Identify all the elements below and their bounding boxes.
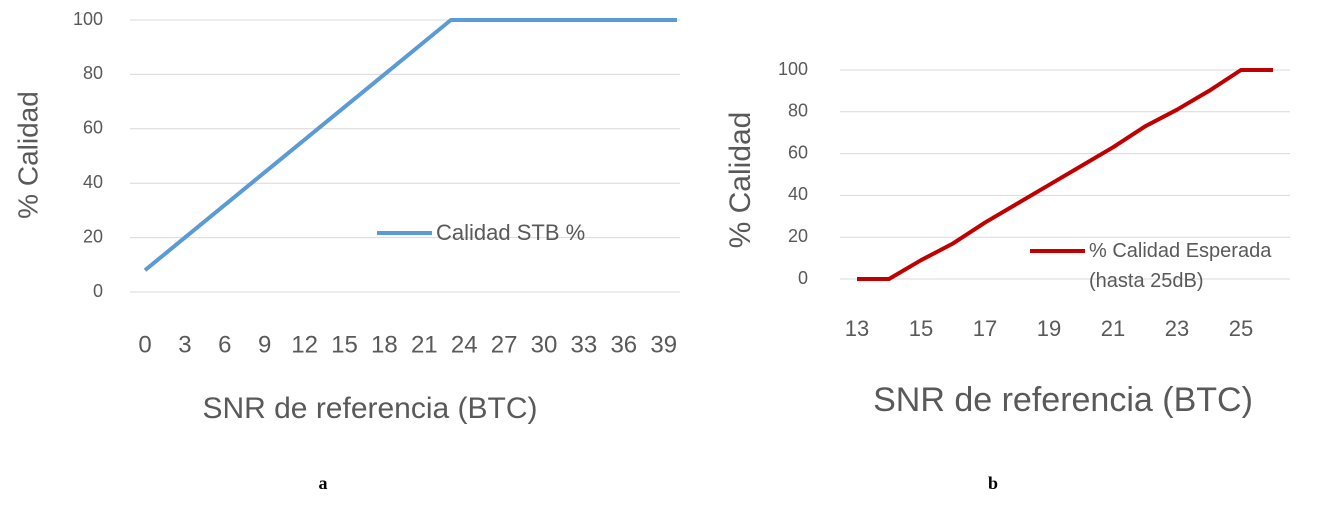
y-tick-label: 60 <box>788 142 808 162</box>
x-tick-label: 39 <box>650 331 677 358</box>
x-tick-label: 23 <box>1165 316 1189 341</box>
x-tick-label: 18 <box>371 331 398 358</box>
data-line <box>143 18 677 272</box>
legend-label: Calidad STB % <box>436 220 586 245</box>
x-tick-label: 30 <box>531 331 558 358</box>
legend-label: % Calidad Esperada (hasta 25dB) <box>1089 240 1272 292</box>
x-tick-label: 12 <box>291 331 318 358</box>
y-tick-label: 60 <box>83 118 103 138</box>
x-tick-label: 21 <box>1101 316 1125 341</box>
data-line <box>857 68 1273 281</box>
x-tick-label: 9 <box>258 331 271 358</box>
caption: b <box>988 473 998 493</box>
x-tick-label: 15 <box>331 331 358 358</box>
x-tick-label: 21 <box>411 331 438 358</box>
x-axis-title: SNR de referencia (BTC) <box>873 381 1253 419</box>
y-tick-label: 0 <box>93 281 103 301</box>
y-tick-label: 20 <box>83 226 103 246</box>
y-tick-label: 40 <box>788 184 808 204</box>
y-tick-label: 100 <box>778 59 808 79</box>
y-tick-label: 40 <box>83 172 103 192</box>
x-tick-label: 15 <box>909 316 933 341</box>
y-axis-title: % Calidad <box>12 91 43 219</box>
x-tick-label: 17 <box>973 316 997 341</box>
y-axis-title: % Calidad <box>724 112 757 249</box>
x-tick-label: 27 <box>491 331 518 358</box>
x-tick-label: 33 <box>571 331 598 358</box>
caption: a <box>319 473 328 493</box>
x-tick-label: 0 <box>138 331 151 358</box>
y-tick-label: 20 <box>788 226 808 246</box>
x-tick-label: 3 <box>178 331 191 358</box>
x-tick-label: 36 <box>610 331 637 358</box>
y-tick-label: 100 <box>73 9 103 29</box>
x-tick-label: 24 <box>451 331 478 358</box>
y-tick-label: 80 <box>788 101 808 121</box>
y-tick-label: 80 <box>83 63 103 83</box>
x-tick-label: 13 <box>845 316 869 341</box>
x-axis-title: SNR de referencia (BTC) <box>202 392 537 425</box>
x-tick-label: 6 <box>218 331 231 358</box>
x-tick-label: 19 <box>1037 316 1061 341</box>
y-tick-label: 0 <box>798 268 808 288</box>
x-tick-label: 25 <box>1229 316 1253 341</box>
